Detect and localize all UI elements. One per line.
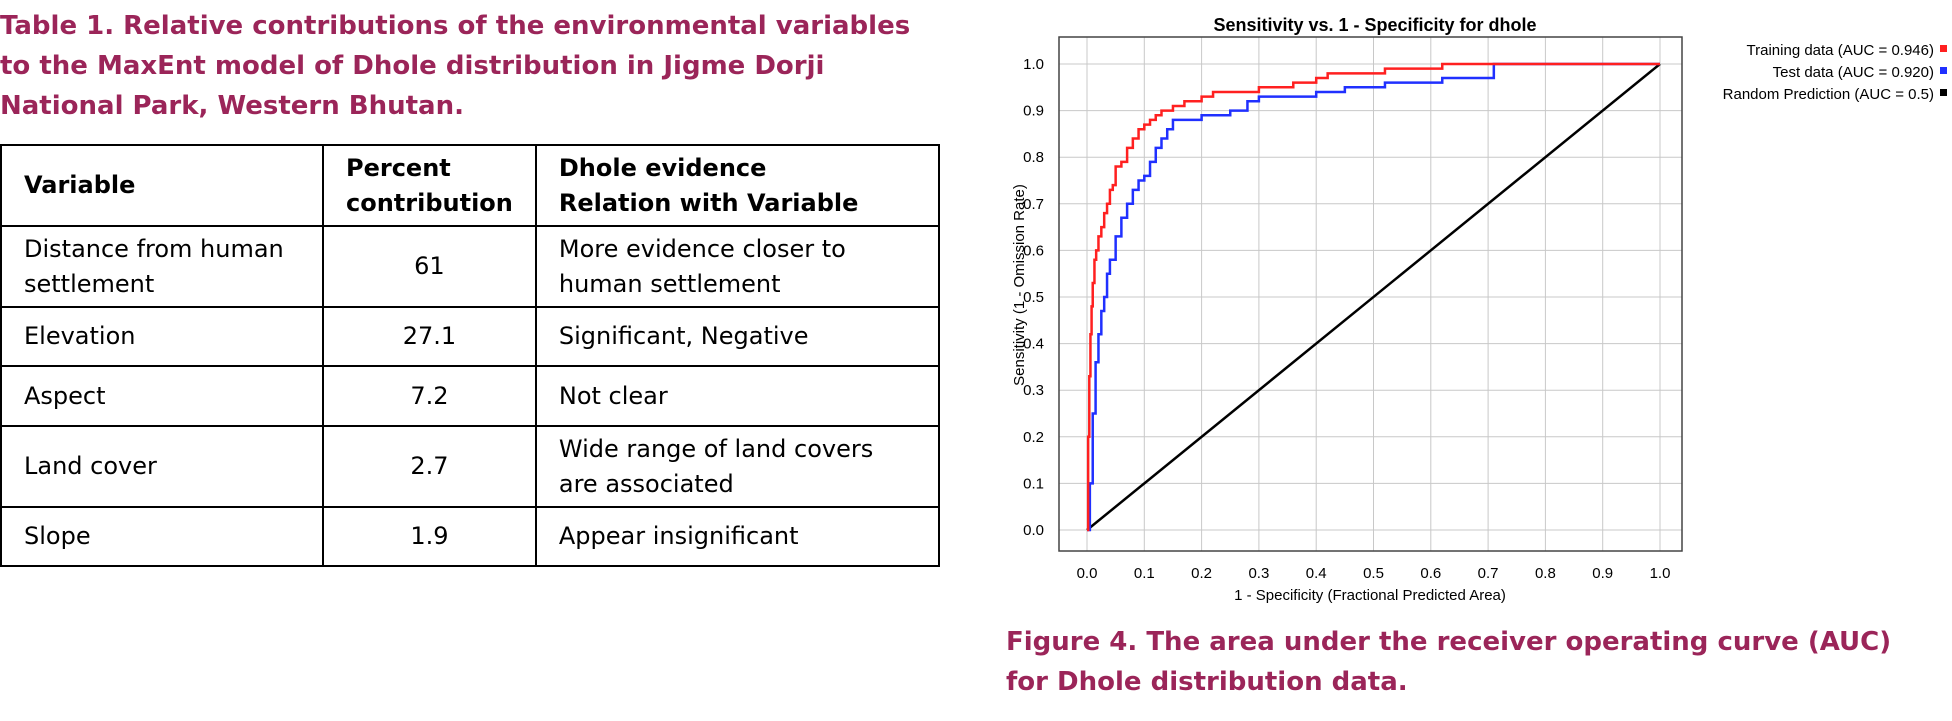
legend-swatch <box>1940 67 1947 74</box>
x-tick-label: 0.9 <box>1592 565 1613 582</box>
y-tick-label: 0.2 <box>1023 429 1044 446</box>
y-tick-label: 0.6 <box>1023 242 1044 259</box>
cell-variable: Aspect <box>0 365 324 427</box>
chart-series <box>1086 62 1661 532</box>
cell-variable: Elevation <box>0 306 324 367</box>
header-percent-line-2: contribution <box>346 188 513 217</box>
cell-variable: Slope <box>0 506 324 567</box>
table-row: Slope 1.9 Appear insignificant <box>0 506 941 567</box>
x-tick-label: 0.8 <box>1535 565 1556 582</box>
x-tick-label: 1.0 <box>1650 565 1671 582</box>
x-tick-label: 0.0 <box>1077 565 1098 582</box>
series-line-0 <box>1086 62 1660 532</box>
legend-entry-label: Training data (AUC = 0.946) <box>1747 42 1934 59</box>
y-tick-label: 1.0 <box>1023 56 1044 73</box>
y-tick-label: 0.1 <box>1023 475 1044 492</box>
plot-frame <box>1058 36 1683 552</box>
cell-relation: Significant, Negative <box>534 306 941 367</box>
cell-percent: 27.1 <box>322 306 537 367</box>
x-tick-label: 0.4 <box>1306 565 1327 582</box>
header-relation-line-2: Relation with Variable <box>558 188 859 217</box>
table-row: Elevation 27.1 Significant, Negative <box>0 306 941 367</box>
chart-tick-labels: 0.0 0.1 0.2 0.3 0.4 0.5 0.6 0.7 0.8 0.9 1.0 0.0 0.1 0… <box>1023 56 1670 582</box>
legend-swatch <box>1940 45 1947 52</box>
table-header-row: Variable Percent contribution Dhole evid… <box>0 144 941 227</box>
y-tick-label: 0.5 <box>1023 289 1044 306</box>
chart-title: Sensitivity vs. 1 - Specificity for dhol… <box>1213 15 1536 35</box>
y-tick-label: 0.3 <box>1023 382 1044 399</box>
variable-contribution-table: Variable Percent contribution Dhole evid… <box>0 144 941 567</box>
x-tick-label: 0.7 <box>1478 565 1499 582</box>
cell-relation: More evidence closer to human settlement <box>534 225 941 308</box>
x-tick-label: 0.6 <box>1420 565 1441 582</box>
legend-swatch <box>1940 89 1947 96</box>
series-line-2 <box>1086 63 1661 531</box>
cell-percent: 61 <box>322 225 537 308</box>
chart-grid <box>1059 37 1682 551</box>
cell-variable: Distance from human settlement <box>0 225 324 308</box>
cell-percent: 2.7 <box>322 425 537 508</box>
table-row: Land cover 2.7 Wide range of land covers… <box>0 425 941 508</box>
table-row: Aspect 7.2 Not clear <box>0 365 941 427</box>
legend-entry-label: Random Prediction (AUC = 0.5) <box>1723 86 1934 103</box>
x-tick-label: 0.1 <box>1134 565 1155 582</box>
header-percent-line-1: Percent <box>346 153 451 182</box>
cell-percent: 7.2 <box>322 365 537 427</box>
series-line-1 <box>1087 62 1660 532</box>
header-relation-line-1: Dhole evidence <box>558 153 767 182</box>
y-tick-label: 0.9 <box>1023 103 1044 120</box>
chart-legend: Training data (AUC = 0.946) Test data (AU… <box>1723 42 1947 103</box>
header-relation: Dhole evidence Relation with Variable <box>534 144 941 227</box>
x-tick-label: 0.5 <box>1363 565 1384 582</box>
header-variable: Variable <box>0 144 324 227</box>
y-tick-label: 0.8 <box>1023 149 1044 166</box>
y-tick-label: 0.4 <box>1023 336 1044 353</box>
header-percent-contribution: Percent contribution <box>322 144 537 227</box>
x-tick-label: 0.3 <box>1248 565 1269 582</box>
table-caption: Table 1. Relative contributions of the e… <box>0 11 911 121</box>
cell-relation: Appear insignificant <box>534 506 941 567</box>
legend-entry-label: Test data (AUC = 0.920) <box>1773 64 1934 81</box>
roc-chart: Sensitivity vs. 1 - Specificity for dhol… <box>1011 15 1947 604</box>
cell-percent: 1.9 <box>322 506 537 567</box>
cell-relation: Wide range of land covers are associated <box>534 425 941 508</box>
y-tick-label: 0.0 <box>1023 522 1044 539</box>
chart-y-axis-label: Sensitivity (1 - Omission Rate) <box>1011 184 1028 386</box>
cell-variable: Land cover <box>0 425 324 508</box>
y-tick-label: 0.7 <box>1023 196 1044 213</box>
chart-x-axis-label: 1 - Specificity (Fractional Predicted Ar… <box>1234 587 1506 604</box>
x-tick-label: 0.2 <box>1191 565 1212 582</box>
cell-relation: Not clear <box>534 365 941 427</box>
figure-caption: Figure 4. The area under the receiver op… <box>1006 627 1892 697</box>
table-row: Distance from human settlement 61 More e… <box>0 225 941 308</box>
